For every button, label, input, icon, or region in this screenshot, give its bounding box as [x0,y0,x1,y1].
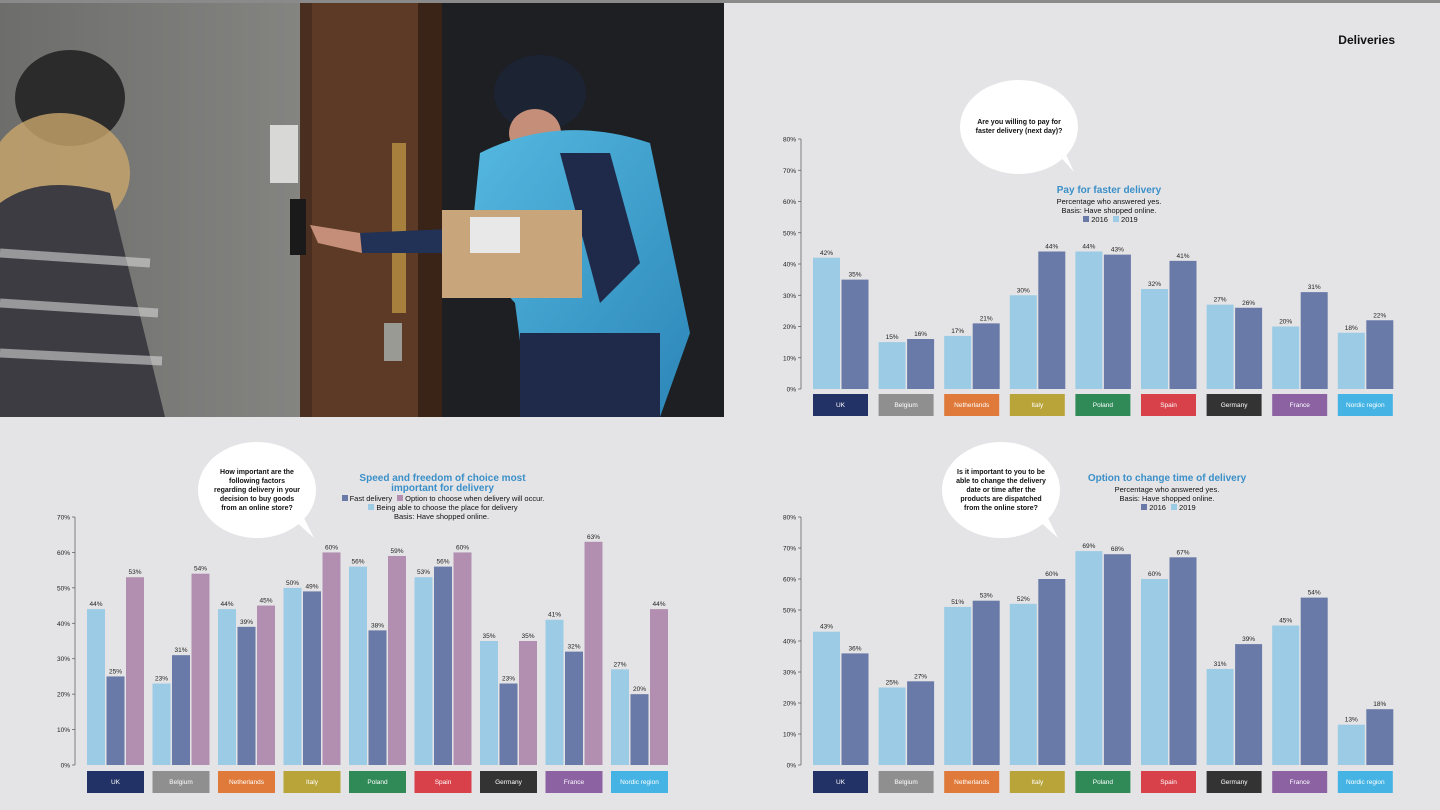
legend-swatch-place [368,504,374,510]
legend-label-2019: 2019 [1179,503,1196,512]
legend-swatch-2016 [1083,216,1089,222]
legend-label-2016: 2016 [1149,503,1166,512]
page-title: Deliveries [1300,33,1395,47]
chart-basis: Basis: Have shopped online. [1024,206,1194,215]
bubble-tail [292,518,322,544]
question-text: Are you willing to pay for faster delive… [974,118,1064,136]
chart-legend: 2016 2019 [1024,215,1194,224]
photo-illustration [0,3,724,417]
legend-label-2019: 2019 [1121,215,1138,224]
legend-swatch-option [397,495,403,501]
chart-legend: Fast delivery Option to choose when deli… [300,494,583,521]
legend-swatch-2016 [1141,504,1147,510]
courier-photo [0,3,724,417]
legend-label-fast: Fast delivery [350,494,393,503]
chart-title: Speed and freedom of choice most importa… [345,474,540,494]
chart-subtitle: Percentage who answered yes. [1024,197,1194,206]
chart-title: Option to change time of delivery [1064,474,1270,484]
legend-label-option: Option to choose when delivery will occu… [405,494,544,503]
question-text: Is it important to you to be able to cha… [956,468,1046,513]
chart-title: Pay for faster delivery [1024,186,1194,196]
chart-subtitle: Percentage who answered yes. [1064,485,1270,494]
chart-speed-freedom: How important are the following factors … [0,420,724,810]
bubble-tail [1036,518,1066,544]
chart-basis: Basis: Have shopped online. [394,512,489,521]
bubble-tail [1054,150,1084,176]
chart-basis: Basis: Have shopped online. [1064,494,1270,503]
legend-swatch-2019 [1171,504,1177,510]
chart-change-time: Is it important to you to be able to cha… [724,420,1440,810]
legend-label-2016: 2016 [1091,215,1108,224]
chart-pay-faster: Are you willing to pay for faster delive… [724,70,1440,420]
legend-swatch-fast [342,495,348,501]
question-text: How important are the following factors … [212,468,302,513]
legend-label-place: Being able to choose the place for deliv… [376,503,517,512]
legend-swatch-2019 [1113,216,1119,222]
chart-legend: 2016 2019 [1064,503,1270,512]
